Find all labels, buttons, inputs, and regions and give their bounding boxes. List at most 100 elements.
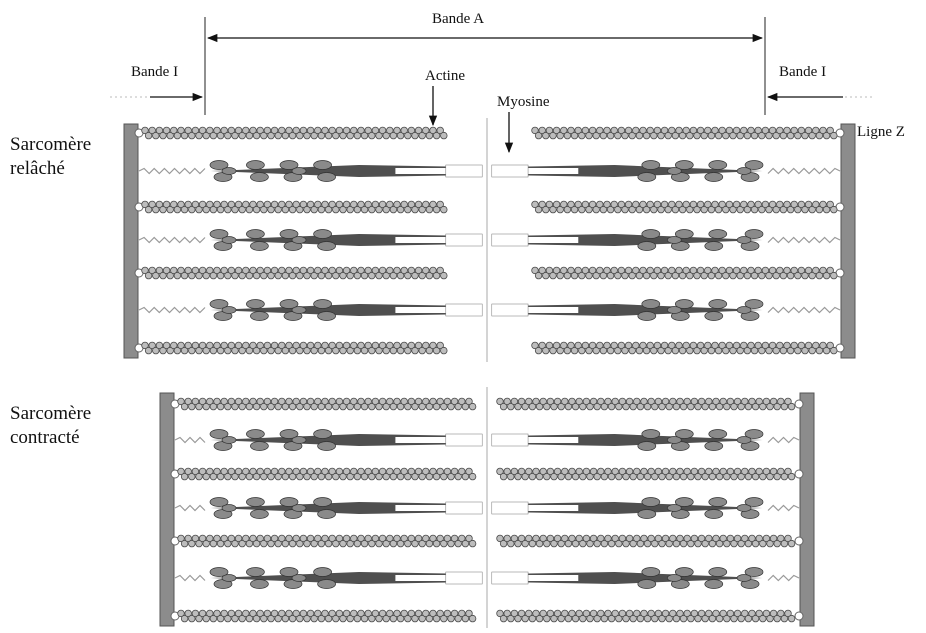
relaxed-label-line-1: Sarcomère [10, 134, 92, 155]
myosin-head [637, 509, 657, 519]
myosin-head [246, 429, 265, 439]
myosin-half [491, 567, 764, 589]
actin-filament [177, 609, 477, 623]
myosin-head [744, 567, 764, 577]
myosin-half [491, 299, 764, 321]
myosin-head [744, 229, 764, 239]
myosin-head [674, 429, 694, 439]
actin-filament [177, 534, 477, 548]
actin-filament [177, 397, 477, 411]
myosin-head [279, 567, 299, 577]
myosin-head [736, 236, 752, 244]
titin-spring [174, 504, 206, 512]
myosin-head [666, 436, 682, 444]
myosin-head [708, 299, 728, 309]
titin-spring [138, 236, 206, 244]
z-line-label: Ligne Z [857, 124, 905, 140]
myosin-head [666, 236, 682, 244]
z-disc-left [123, 123, 139, 359]
myosin-head [736, 436, 752, 444]
myosin-head [637, 172, 657, 182]
actin-filament [531, 126, 838, 140]
myosin-head [704, 579, 724, 589]
myosin-head [279, 160, 299, 170]
myosin-head [221, 167, 237, 175]
myosin-head [666, 306, 682, 314]
myosin-head [641, 429, 661, 439]
sarcomere-relaxed [123, 123, 856, 359]
actin-label: Actine [425, 68, 465, 84]
myosin-head [704, 441, 724, 451]
titin-spring [174, 574, 206, 582]
myosin-head [209, 567, 229, 577]
myosin-head [279, 497, 299, 507]
myosin-half [491, 229, 764, 251]
actin-filament [496, 534, 796, 548]
myosin-head [313, 299, 332, 309]
band-i-right-label: Bande I [779, 64, 827, 80]
myosin-head [291, 306, 307, 314]
myosin-head [291, 236, 307, 244]
actin-filament [141, 200, 448, 214]
myosin-head [291, 574, 307, 582]
myosin-head [317, 509, 336, 519]
actin-filament [531, 200, 838, 214]
myosin-head [744, 497, 764, 507]
actin-filament [141, 266, 448, 280]
sarcomere-contracted [159, 392, 815, 627]
myosin-head [209, 299, 229, 309]
myosin-head [637, 441, 657, 451]
myosin-head [221, 436, 237, 444]
myosin-head [666, 574, 682, 582]
myosin-head [279, 229, 299, 239]
myosin-half [491, 497, 764, 519]
myosin-head [744, 429, 764, 439]
myosin-head [674, 229, 694, 239]
myosin-head [291, 167, 307, 175]
myosin-label: Myosine [497, 94, 550, 110]
contracted-label-line-2: contracté [10, 427, 80, 448]
myosin-head [317, 311, 336, 321]
myosin-head [279, 429, 299, 439]
myosin-head [708, 497, 728, 507]
contracted-label-line-1: Sarcomère [10, 403, 92, 424]
myosin-half [209, 299, 483, 321]
titin-spring [767, 436, 800, 444]
myosin-head [704, 311, 724, 321]
myosin-head [704, 241, 724, 251]
relaxed-label-line-2: relâché [10, 158, 65, 179]
myosin-head [209, 497, 229, 507]
myosin-head [744, 160, 764, 170]
actin-filament [141, 126, 448, 140]
myosin-half [491, 429, 764, 451]
actin-filament [177, 467, 477, 481]
myosin-half [209, 567, 483, 589]
myosin-head [209, 229, 229, 239]
myosin-half [209, 160, 483, 182]
titin-spring [767, 306, 841, 314]
myosin-head [209, 429, 229, 439]
myosin-half [209, 497, 483, 519]
myosin-half [209, 429, 483, 451]
myosin-head [704, 172, 724, 182]
actin-filament [496, 609, 796, 623]
actin-filament [531, 341, 838, 355]
myosin-head [637, 241, 657, 251]
myosin-head [246, 229, 265, 239]
myosin-head [641, 299, 661, 309]
titin-spring [138, 167, 206, 175]
myosin-head [221, 504, 237, 512]
band-i-left-label: Bande I [131, 64, 179, 80]
myosin-head [221, 306, 237, 314]
myosin-head [313, 497, 332, 507]
myosin-head [736, 167, 752, 175]
titin-spring [767, 504, 800, 512]
myosin-head [246, 567, 265, 577]
actin-filament [496, 467, 796, 481]
myosin-head [674, 299, 694, 309]
actin-filament [531, 266, 838, 280]
contracted-sarcomere-label: Sarcomère contracté [10, 402, 91, 450]
myosin-head [674, 497, 694, 507]
z-disc-right [840, 123, 856, 359]
